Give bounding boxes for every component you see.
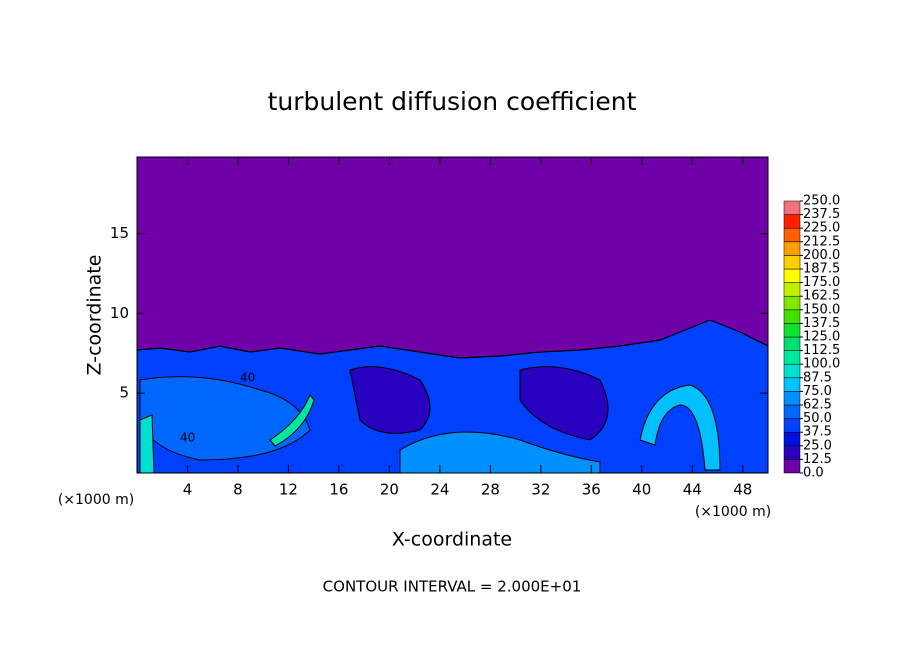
x-tick-label: 12 bbox=[279, 481, 298, 499]
y-axis-label: Z-coordinate bbox=[84, 255, 106, 376]
colorbar-label: 100.0 bbox=[803, 357, 840, 372]
colorbar-label: 250.0 bbox=[803, 194, 840, 209]
x-tick-label: 20 bbox=[380, 481, 399, 499]
contour-label: 40 bbox=[240, 371, 255, 385]
x-tick-label: 44 bbox=[683, 481, 702, 499]
colorbar-label: 137.5 bbox=[803, 316, 840, 331]
y-tick-label: 10 bbox=[110, 304, 129, 322]
colorbar-label: 200.0 bbox=[803, 248, 840, 263]
colorbar-label: 212.5 bbox=[803, 234, 840, 249]
colorbar-label: 187.5 bbox=[803, 262, 840, 277]
field-region bbox=[519, 366, 609, 441]
x-unit: (×1000 m) bbox=[695, 504, 771, 520]
colorbar-label: 25.0 bbox=[803, 438, 832, 453]
field-region bbox=[639, 384, 721, 471]
colorbar-label: 225.0 bbox=[803, 221, 840, 236]
colorbar-label: 12.5 bbox=[803, 452, 832, 467]
colorbar-label: 50.0 bbox=[803, 411, 832, 426]
colorbar-band bbox=[783, 350, 801, 365]
colorbar-label: 175.0 bbox=[803, 275, 840, 290]
colorbar-band bbox=[783, 377, 801, 392]
colorbar-band bbox=[783, 268, 801, 283]
colorbar-band bbox=[783, 418, 801, 433]
x-tick-label: 48 bbox=[733, 481, 752, 499]
x-tick-label: 32 bbox=[531, 481, 550, 499]
field-region bbox=[349, 366, 431, 434]
field bbox=[137, 319, 768, 473]
colorbar-label: 162.5 bbox=[803, 289, 840, 304]
colorbar-band bbox=[783, 309, 801, 324]
colorbar-label: 37.5 bbox=[803, 425, 832, 440]
footer: CONTOUR INTERVAL = 2.000E+01 bbox=[323, 578, 582, 596]
colorbar-band bbox=[783, 445, 801, 460]
colorbar-band bbox=[783, 241, 801, 256]
colorbar-band bbox=[783, 404, 801, 419]
colorbar-label: 237.5 bbox=[803, 207, 840, 222]
colorbar-band bbox=[783, 282, 801, 297]
colorbar-label: 62.5 bbox=[803, 398, 832, 413]
colorbar-band bbox=[783, 295, 801, 311]
colorbar-band bbox=[783, 336, 801, 351]
colorbar-band bbox=[783, 323, 801, 338]
field-region bbox=[139, 414, 155, 473]
contour-label: 40 bbox=[180, 431, 195, 445]
colorbar-band bbox=[783, 431, 801, 447]
colorbar-band bbox=[783, 459, 801, 474]
field-region bbox=[399, 431, 601, 473]
colorbar-band bbox=[783, 200, 801, 215]
plot-frame bbox=[136, 156, 769, 474]
x-axis-label: X-coordinate bbox=[392, 529, 512, 551]
colorbar-band bbox=[783, 391, 801, 406]
field-region bbox=[269, 394, 315, 447]
colorbar-band bbox=[783, 363, 801, 379]
colorbar-label: 112.5 bbox=[803, 343, 840, 358]
colorbar-band bbox=[783, 227, 801, 243]
x-tick-label: 40 bbox=[632, 481, 651, 499]
chart-title: turbulent diffusion coefficient bbox=[268, 87, 637, 116]
colorbar-label: 0.0 bbox=[803, 466, 824, 481]
colorbar-label: 87.5 bbox=[803, 370, 832, 385]
x-tick-label: 28 bbox=[481, 481, 500, 499]
x-unit: (×1000 m) bbox=[58, 492, 134, 508]
colorbar-label: 150.0 bbox=[803, 302, 840, 317]
x-tick-label: 8 bbox=[233, 481, 243, 499]
x-tick-label: 24 bbox=[430, 481, 449, 499]
colorbar-band bbox=[783, 255, 801, 270]
colorbar-label: 75.0 bbox=[803, 384, 832, 399]
field-region bbox=[139, 376, 311, 461]
colorbar-label: 125.0 bbox=[803, 330, 840, 345]
colorbar-band bbox=[783, 214, 801, 229]
x-tick-label: 16 bbox=[329, 481, 348, 499]
y-tick-label: 5 bbox=[119, 384, 129, 402]
x-tick-label: 4 bbox=[183, 481, 193, 499]
x-tick-label: 36 bbox=[582, 481, 601, 499]
y-tick-label: 15 bbox=[110, 224, 129, 242]
